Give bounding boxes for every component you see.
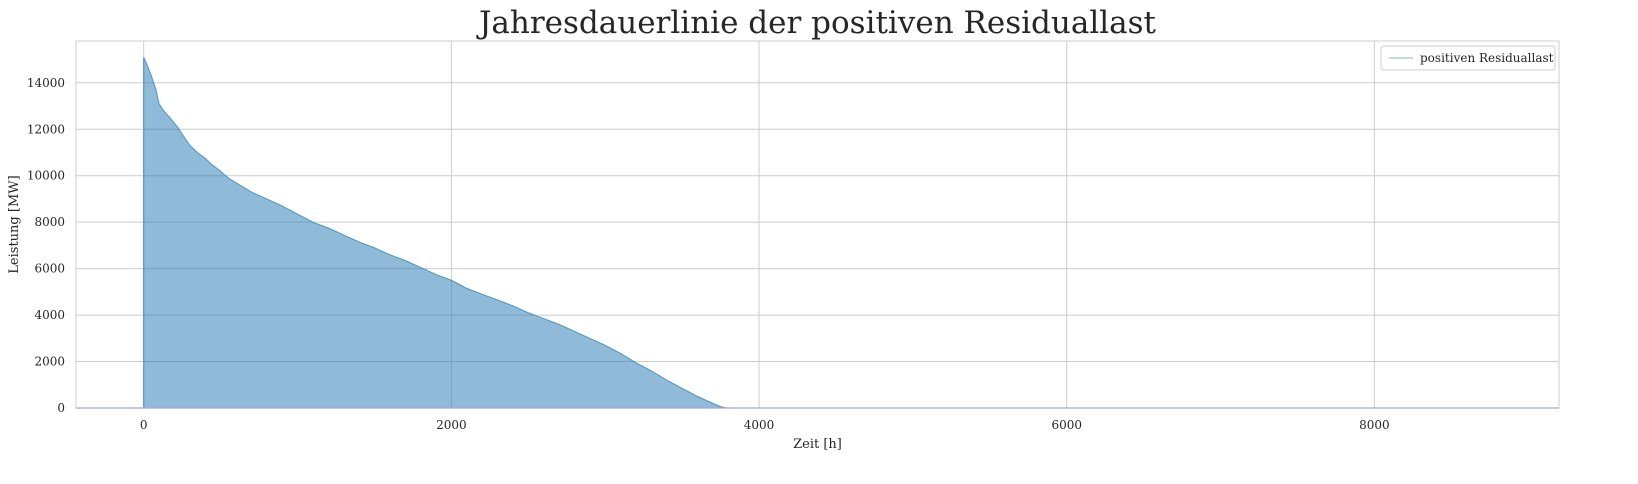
y-tick-label: 14000 bbox=[27, 76, 65, 90]
y-tick-label: 6000 bbox=[34, 262, 65, 276]
y-tick-label: 8000 bbox=[34, 215, 65, 229]
data-layer bbox=[76, 57, 1559, 409]
x-tick-label: 2000 bbox=[436, 418, 467, 432]
x-axis-label: Zeit [h] bbox=[793, 437, 842, 452]
x-tick-label: 8000 bbox=[1359, 418, 1390, 432]
legend-box bbox=[1380, 45, 1556, 71]
y-tick-label: 2000 bbox=[34, 355, 65, 369]
y-tick-label: 10000 bbox=[27, 169, 65, 183]
legend-label: positiven Residuallast bbox=[1420, 51, 1554, 65]
plot-frame bbox=[75, 40, 1560, 409]
legend: positiven Residuallast bbox=[1380, 45, 1556, 71]
y-axis-label: Leistung [MW] bbox=[7, 175, 22, 273]
y-tick-label: 4000 bbox=[34, 308, 65, 322]
y-tick-label: 0 bbox=[57, 401, 65, 415]
series-line bbox=[143, 57, 1492, 409]
series-area bbox=[143, 57, 1492, 409]
x-tick-label: 6000 bbox=[1051, 418, 1082, 432]
x-tick-label: 0 bbox=[140, 418, 148, 432]
y-tick-label: 12000 bbox=[27, 122, 65, 136]
chart-title: Jahresdauerlinie der positiven Residuall… bbox=[476, 5, 1157, 41]
tick-layer: 0 2000 4000 6000 8000 0 2000 4000 6000 8000 10000 1… bbox=[27, 76, 1390, 432]
x-tick-label: 4000 bbox=[744, 418, 775, 432]
